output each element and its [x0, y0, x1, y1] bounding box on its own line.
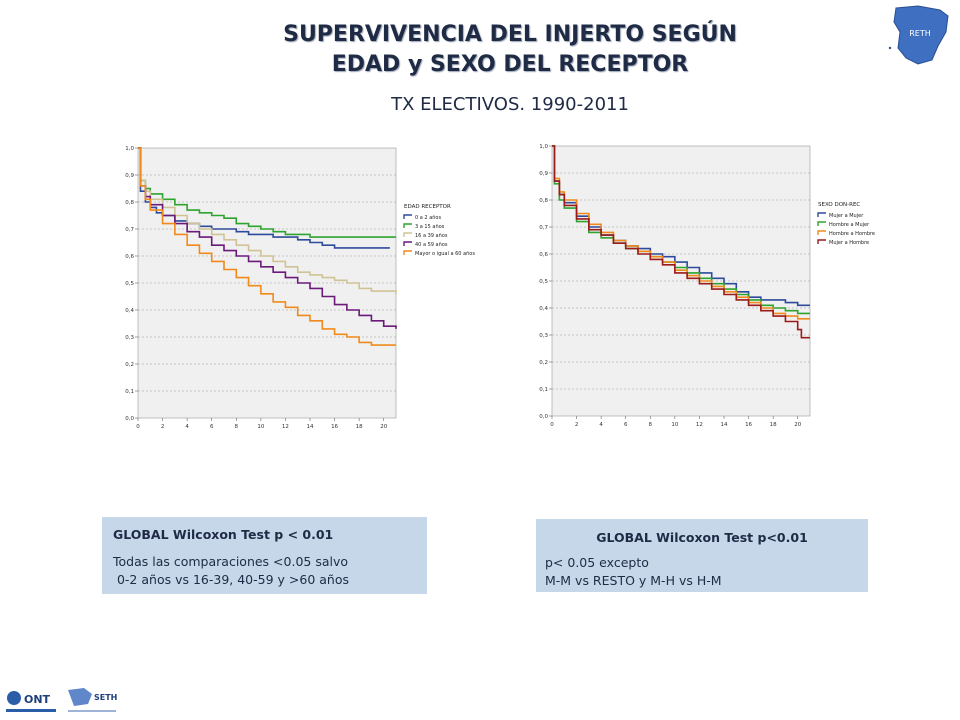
legend-swatch	[403, 232, 412, 237]
wilcoxon-panel-left: GLOBAL Wilcoxon Test p < 0.01 Todas las …	[102, 517, 427, 594]
legend-label: 0 a 2 años	[415, 215, 441, 221]
x-tick-label: 2	[575, 422, 579, 428]
km-chart-edad: 0,0 0,1 0,2 0,3 0,4 0,5 0,6 0,7 0,8 0,9 1,0 0 2 4 6 8 10…	[125, 146, 475, 430]
x-tick-label: 16	[745, 422, 752, 428]
title-line-1: SUPERVIVENCIA DEL INJERTO SEGÚN	[283, 22, 737, 47]
legend-swatch	[403, 250, 412, 255]
panel-left-line1: Todas las comparaciones <0.05 salvo	[113, 554, 349, 569]
chart-sexo-don-rec: 0,0 0,1 0,2 0,3 0,4 0,5 0,6 0,7 0,8 0,9 1,0 0 2 4 6 8 10…	[532, 138, 902, 438]
y-tick-label: 0,0	[125, 416, 134, 422]
y-tick-label: 0,3	[539, 333, 548, 339]
footer-logos: ONT SETH	[6, 688, 117, 712]
spain-map-shape	[893, 5, 949, 65]
legend-label: Mayor o igual a 60 años	[415, 251, 475, 257]
reth-map-logo: RETH	[888, 5, 949, 65]
x-tick-label: 4	[185, 424, 189, 430]
x-tick-label: 18	[356, 424, 363, 430]
series-line	[138, 147, 396, 346]
y-tick-label: 0,6	[539, 252, 548, 258]
x-tick-label: 12	[696, 422, 703, 428]
x-tick-label: 6	[624, 422, 628, 428]
legend-label: 3 a 15 años	[415, 224, 445, 230]
y-tick-label: 1,0	[125, 146, 134, 152]
seth-logo-text: SETH	[94, 693, 117, 702]
ont-logo-text: ONT	[24, 693, 51, 706]
y-tick-label: 0,9	[539, 171, 548, 177]
legend-label: Mujer a Mujer	[829, 213, 864, 219]
x-tick-label: 16	[331, 424, 338, 430]
y-tick-label: 0,8	[539, 198, 548, 204]
seth-logo-line	[68, 710, 116, 712]
legend-swatch	[403, 241, 412, 246]
legend-label: Hombre a Mujer	[829, 222, 870, 228]
x-tick-label: 0	[136, 424, 140, 430]
km-chart-sexo: 0,0 0,1 0,2 0,3 0,4 0,5 0,6 0,7 0,8 0,9 1,0 0 2 4 6 8 10…	[539, 144, 875, 428]
y-tick-label: 0,1	[539, 387, 548, 393]
legend-title: SEXO DON-REC	[818, 202, 860, 208]
legend-title: EDAD RECEPTOR	[404, 204, 451, 210]
y-tick-label: 0,7	[539, 225, 548, 231]
x-tick-label: 20	[794, 422, 801, 428]
y-tick-label: 0,9	[125, 173, 134, 179]
y-tick-label: 0,8	[125, 200, 134, 206]
x-tick-label: 4	[599, 422, 603, 428]
legend-swatch	[817, 212, 826, 217]
y-tick-label: 0,2	[125, 362, 134, 368]
reth-logo-text: RETH	[909, 29, 931, 38]
ont-logo: ONT	[6, 691, 56, 712]
x-tick-label: 2	[161, 424, 165, 430]
legend-label: 40 a 59 años	[415, 242, 448, 248]
legend-swatch	[817, 221, 826, 226]
x-tick-label: 14	[721, 422, 728, 428]
x-tick-label: 10	[257, 424, 264, 430]
y-tick-label: 0,0	[539, 414, 548, 420]
series-line	[138, 147, 397, 294]
legend-swatch	[403, 214, 412, 219]
legend-swatch	[403, 223, 412, 228]
reth-logo-dot	[888, 46, 892, 50]
y-tick-label: 0,5	[539, 279, 548, 285]
seth-logo-mark	[68, 688, 92, 706]
wilcoxon-panel-right: GLOBAL Wilcoxon Test p<0.01 p< 0.05 exce…	[536, 519, 868, 592]
y-tick-label: 0,6	[125, 254, 134, 260]
x-tick-label: 8	[235, 424, 239, 430]
panel-left-heading: GLOBAL Wilcoxon Test p < 0.01	[113, 527, 334, 542]
y-tick-label: 0,3	[125, 335, 134, 341]
x-tick-label: 8	[649, 422, 653, 428]
legend-label: Mujer a Hombre	[829, 240, 869, 246]
panel-right-line1: p< 0.05 excepto	[545, 555, 649, 570]
y-tick-label: 0,2	[539, 360, 548, 366]
x-tick-label: 14	[307, 424, 314, 430]
x-tick-label: 18	[770, 422, 777, 428]
y-tick-label: 0,7	[125, 227, 134, 233]
legend-swatch	[817, 239, 826, 244]
legend-label: Hombre a Hombre	[829, 231, 875, 237]
page-subtitle: TX ELECTIVOS. 1990-2011	[391, 94, 629, 115]
page-title: SUPERVIVENCIA DEL INJERTO SEGÚN EDAD y S…	[180, 20, 840, 80]
x-tick-label: 12	[282, 424, 289, 430]
series-line	[138, 147, 390, 249]
seth-logo: SETH	[68, 688, 117, 712]
title-line-2: EDAD y SEXO DEL RECEPTOR	[331, 52, 689, 77]
panel-left-line2: 0-2 años vs 16-39, 40-59 y >60 años	[113, 572, 349, 587]
panel-right-heading: GLOBAL Wilcoxon Test p<0.01	[596, 530, 808, 545]
y-tick-label: 0,4	[125, 308, 134, 314]
y-tick-label: 0,1	[125, 389, 134, 395]
series-line	[552, 145, 810, 339]
x-tick-label: 0	[550, 422, 554, 428]
x-tick-label: 6	[210, 424, 214, 430]
y-tick-label: 1,0	[539, 144, 548, 150]
y-tick-label: 0,4	[539, 306, 548, 312]
y-tick-label: 0,5	[125, 281, 134, 287]
x-tick-label: 20	[380, 424, 387, 430]
ont-logo-mark	[7, 691, 21, 705]
x-tick-label: 10	[671, 422, 678, 428]
panel-right-line2: M-M vs RESTO y M-H vs H-M	[545, 573, 722, 588]
ont-logo-bar	[6, 709, 56, 712]
legend-swatch	[817, 230, 826, 235]
legend-label: 16 a 39 años	[415, 233, 448, 239]
chart-edad-receptor: 0,0 0,1 0,2 0,3 0,4 0,5 0,6 0,7 0,8 0,9 1,0 0 2 4 6 8 10…	[118, 140, 488, 440]
